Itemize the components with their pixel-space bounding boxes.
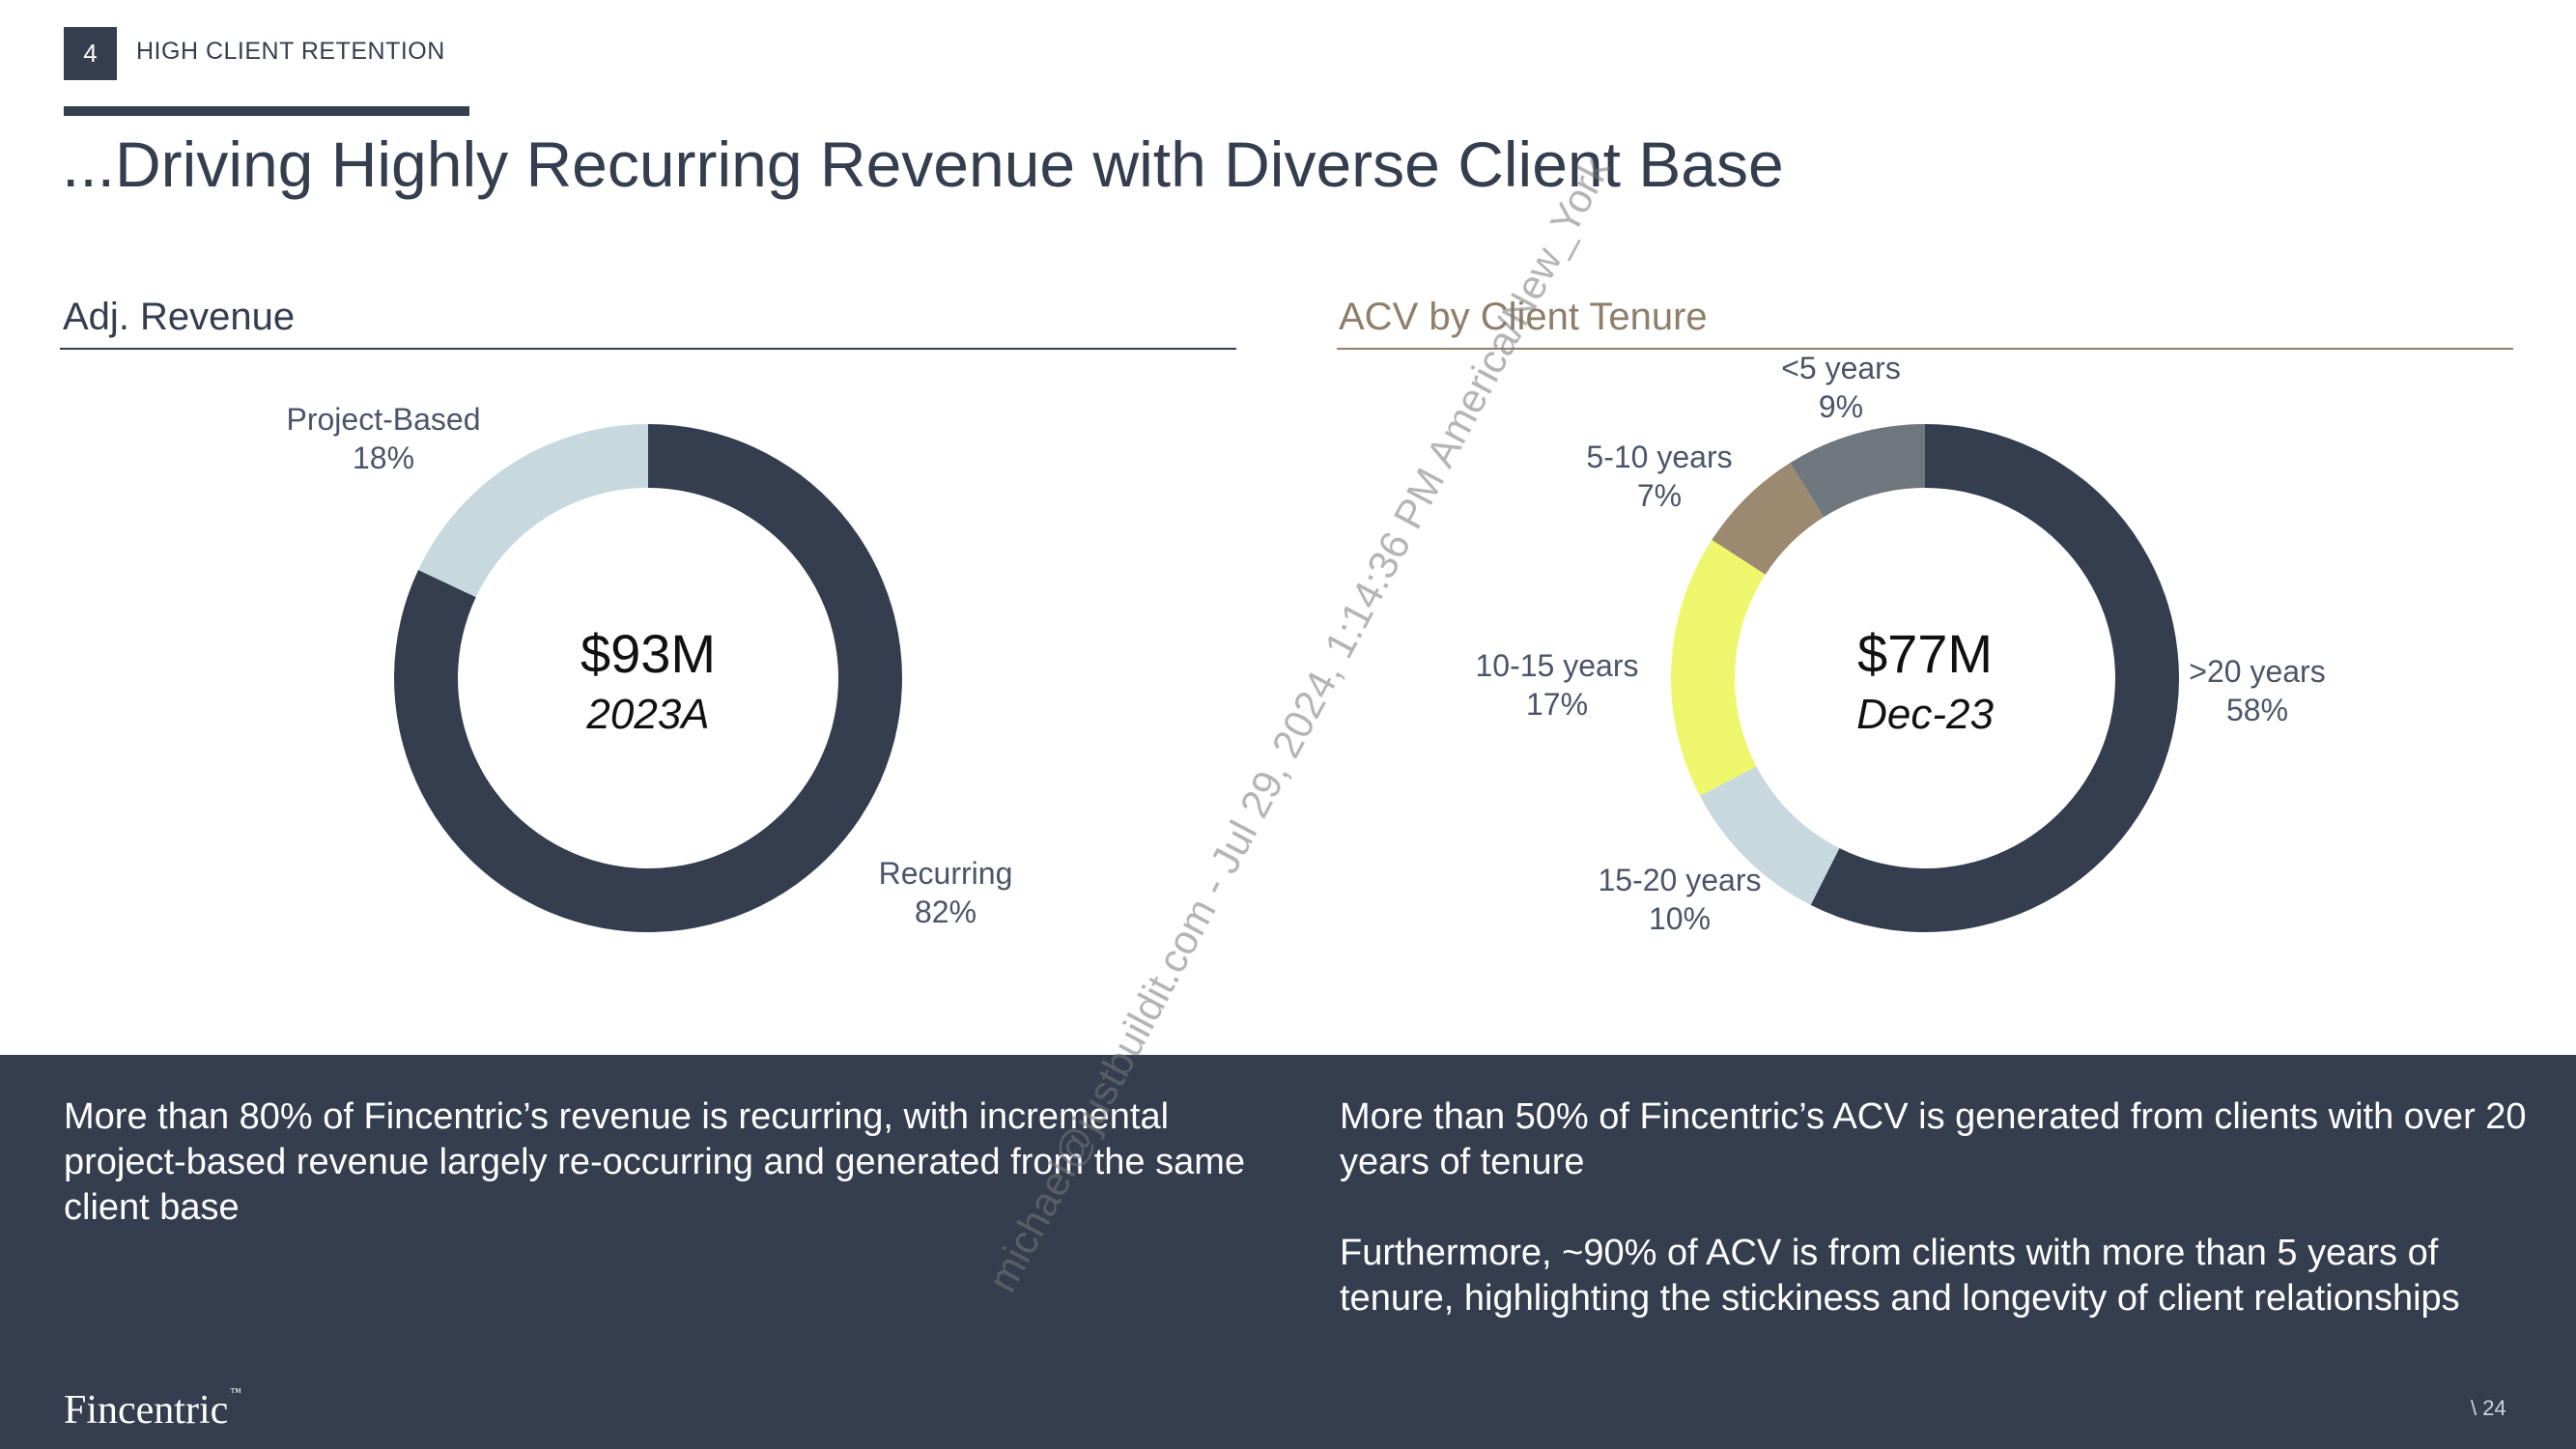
slice-10-15-years: [1670, 539, 1766, 796]
section-label: HIGH CLIENT RETENTION: [136, 38, 445, 65]
page-title: ...Driving Highly Recurring Revenue with…: [62, 128, 1784, 200]
donut-center-period: Dec-23: [1856, 691, 1994, 738]
donut-center-value: $77M: [1857, 623, 1993, 684]
slice-5-10-years: [1712, 463, 1825, 575]
left-panel-rule: [60, 348, 1236, 350]
trademark-mark: ™: [230, 1385, 242, 1399]
donut-charts: Recurring 82% Project-Based 18% $93M 2023A >20…: [287, 351, 2326, 936]
adj-revenue-panel-title: Adj. Revenue: [63, 296, 296, 338]
slice-label-10-15-years: 10-15 years 17%: [1476, 648, 1639, 722]
donut-center-period: 2023A: [585, 691, 709, 738]
revenue-summary-text: More than 80% of Fincentric’s revenue is…: [64, 1096, 1245, 1228]
slice-label-15-20-years: 15-20 years 10%: [1599, 863, 1762, 936]
section-number-badge: 4: [64, 27, 117, 80]
summary-band: [0, 1055, 2576, 1449]
acv-panel-title: ACV by Client Tenure: [1339, 296, 1708, 338]
logo-text: Fincentric: [64, 1388, 229, 1433]
slice-label-20-years: >20 years 58%: [2189, 654, 2325, 727]
slice-label-5-years: <5 years 9%: [1781, 351, 1901, 424]
slice-15-20-years: [1699, 766, 1840, 905]
slice-5-years: [1790, 424, 1925, 518]
slice-label-recurring: Recurring 82%: [879, 856, 1013, 929]
title-accent-rule: [64, 106, 469, 116]
right-panel-rule: [1337, 348, 2513, 350]
slice-project-based: [418, 424, 648, 598]
slice-20-years: [1810, 424, 2180, 932]
tenure-summary-text: Furthermore, ~90% of ACV is from clients…: [1340, 1233, 2460, 1319]
page-number: \ 24: [2471, 1396, 2506, 1420]
slice-label-project-based: Project-Based 18%: [287, 402, 481, 475]
fincentric-logo: Fincentric ™: [64, 1385, 241, 1434]
slice-label-5-10-years: 5-10 years 7%: [1586, 440, 1732, 513]
acv-summary-text: More than 50% of Fincentric’s ACV is gen…: [1340, 1096, 2527, 1182]
donut-center-value: $93M: [580, 623, 716, 684]
